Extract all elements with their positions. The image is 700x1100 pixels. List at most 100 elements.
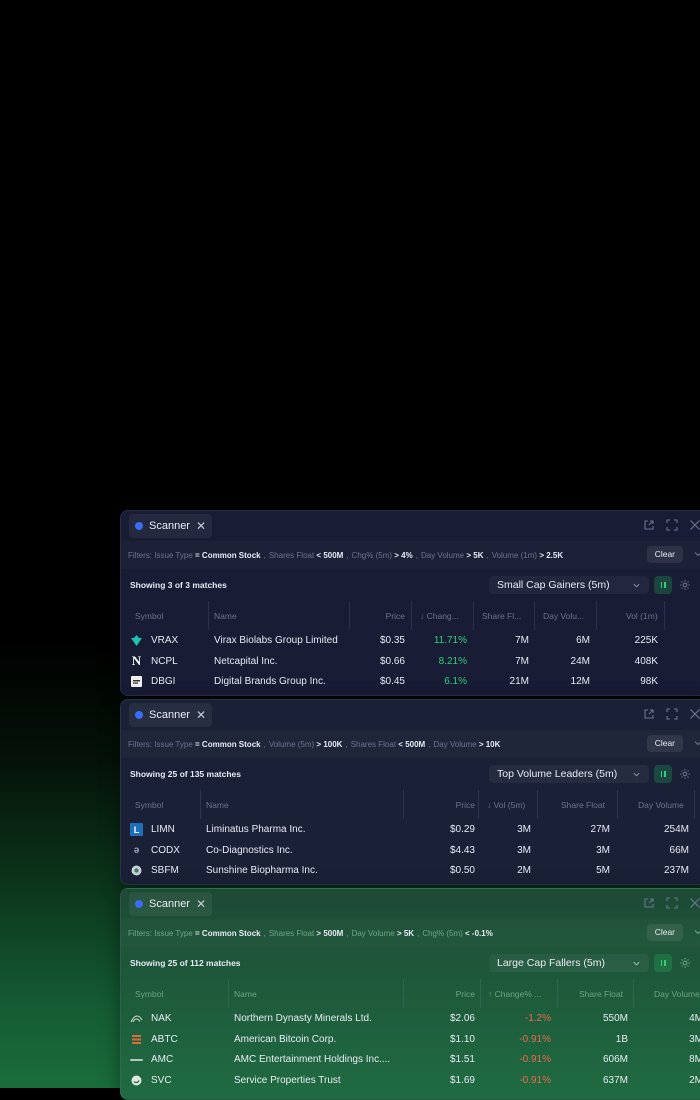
name-cell: AMC Entertainment Holdings Inc....: [234, 1054, 391, 1065]
table-row[interactable]: NAK Northern Dynasty Minerals Ltd. $2.06…: [121, 1008, 700, 1029]
filter-item[interactable]: Shares Float > 500M: [269, 929, 344, 938]
column-header[interactable]: ↑ Change% ...: [488, 989, 542, 999]
match-count: Showing 25 of 135 matches: [130, 769, 242, 779]
clear-button[interactable]: Clear: [646, 735, 683, 752]
column-header[interactable]: ↓ Chang...: [420, 611, 459, 621]
tab-scanner[interactable]: Scanner ✕: [129, 703, 213, 727]
tab-scanner[interactable]: Scanner ✕: [129, 514, 213, 538]
popout-icon[interactable]: [643, 519, 655, 531]
close-tab-icon[interactable]: ✕: [195, 897, 207, 911]
filter-item[interactable]: Day Volume > 5K: [352, 929, 415, 938]
column-header[interactable]: Vol (1m): [626, 611, 658, 621]
float-cell: 5M: [596, 865, 610, 876]
filter-text: Filters: Issue Type = Common Stock, Volum…: [128, 739, 501, 749]
price-cell: $1.10: [449, 1033, 475, 1045]
filter-item[interactable]: Issue Type = Common Stock: [154, 740, 260, 749]
filter-item[interactable]: Shares Float < 500M: [269, 551, 344, 560]
preset-select[interactable]: Small Cap Gainers (5m): [489, 576, 649, 594]
close-tab-icon[interactable]: ✕: [195, 519, 207, 533]
column-header[interactable]: Day Volume: [638, 800, 684, 810]
scanner-panel-top-volume-leaders: Scanner ✕ Filters: Issue Type = Common S…: [120, 699, 700, 885]
column-header[interactable]: Name: [214, 611, 237, 621]
column-header[interactable]: Share Float: [561, 800, 605, 810]
fullscreen-icon[interactable]: [666, 897, 678, 909]
match-bar: Showing 25 of 112 matches Large Cap Fall…: [121, 947, 700, 979]
pause-button[interactable]: [654, 576, 672, 594]
table-row[interactable]: ABTC American Bitcoin Corp. $1.10 -0.91%…: [121, 1029, 700, 1050]
filter-item[interactable]: Day Volume > 5K: [421, 551, 484, 560]
close-icon[interactable]: [689, 519, 700, 531]
column-header[interactable]: Price: [455, 800, 475, 810]
virax-logo-icon: [130, 634, 143, 647]
popout-icon[interactable]: [643, 708, 655, 720]
clear-button[interactable]: Clear: [646, 924, 683, 941]
column-header[interactable]: Symbol: [135, 989, 164, 999]
column-header[interactable]: Price: [455, 989, 475, 999]
filter-item[interactable]: Volume (5m) > 100K: [269, 740, 343, 749]
table-row[interactable]: AMC AMC Entertainment Holdings Inc.... $…: [121, 1049, 700, 1070]
vol5m-cell: 2M: [517, 865, 531, 876]
chevron-down-icon: [633, 583, 640, 588]
filter-item[interactable]: Issue Type = Common Stock: [154, 929, 260, 938]
table-row[interactable]: L LIMN Liminatus Pharma Inc. $0.29 3M 27…: [121, 819, 700, 840]
preset-select[interactable]: Large Cap Fallers (5m): [489, 954, 649, 972]
column-header[interactable]: Day Volume: [654, 989, 700, 999]
fullscreen-icon[interactable]: [666, 708, 678, 720]
gear-icon[interactable]: [679, 768, 691, 780]
filter-item[interactable]: Chg% (5m) > 4%: [352, 551, 413, 560]
filter-operator: =: [195, 928, 200, 938]
filter-item[interactable]: Chg% (5m) < -0.1%: [422, 929, 493, 938]
filter-item[interactable]: Issue Type = Common Stock: [154, 551, 260, 560]
gear-icon[interactable]: [679, 957, 691, 969]
column-header[interactable]: Symbol: [135, 800, 164, 810]
popout-icon[interactable]: [643, 897, 655, 909]
filter-name: Chg% (5m): [422, 928, 463, 938]
change-cell: 6.1%: [444, 676, 467, 687]
column-header[interactable]: Name: [234, 989, 257, 999]
filter-prefix: Filters:: [128, 739, 152, 749]
column-header[interactable]: Name: [206, 800, 229, 810]
close-icon[interactable]: [689, 897, 700, 909]
filter-name: Shares Float: [268, 928, 315, 938]
pause-button[interactable]: [654, 954, 672, 972]
filter-item[interactable]: Volume (1m) > 2.5K: [492, 551, 563, 560]
column-header[interactable]: Price: [385, 611, 405, 621]
co-diagnostics-logo-icon: ə: [133, 844, 140, 856]
chevron-down-icon[interactable]: [693, 738, 700, 748]
clear-button[interactable]: Clear: [646, 546, 683, 563]
panel-tabbar: Scanner ✕: [121, 700, 700, 730]
window-controls: [643, 519, 700, 531]
gear-icon[interactable]: [679, 579, 691, 591]
float-cell: 3M: [596, 844, 610, 856]
filter-item[interactable]: Shares Float < 500M: [351, 740, 426, 749]
fullscreen-icon[interactable]: [666, 519, 678, 531]
day-volume-cell: 237M: [663, 865, 689, 876]
filter-value: 4%: [401, 550, 413, 560]
filter-name: Day Volume: [433, 739, 477, 749]
vol1m-cell: 98K: [640, 676, 658, 687]
pause-button[interactable]: [654, 765, 672, 783]
column-header[interactable]: Symbol: [135, 611, 164, 621]
table-row[interactable]: SVC Service Properties Trust $1.69 -0.91…: [121, 1070, 700, 1091]
filter-item[interactable]: Day Volume > 10K: [433, 740, 500, 749]
close-icon[interactable]: [689, 708, 700, 720]
column-header[interactable]: ↓ Vol (5m): [487, 800, 526, 810]
table-row[interactable]: SBFM Sunshine Biopharma Inc. $0.50 2M 5M…: [121, 860, 700, 881]
float-cell: 21M: [509, 676, 529, 687]
chevron-down-icon[interactable]: [693, 927, 700, 937]
table-row[interactable]: ə CODX Co-Diagnostics Inc. $4.43 3M 3M 6…: [121, 840, 700, 861]
change-cell: 11.71%: [433, 635, 467, 646]
chevron-down-icon[interactable]: [693, 549, 700, 559]
table-row[interactable]: DBGI Digital Brands Group Inc. $0.45 6.1…: [121, 671, 700, 692]
preset-select[interactable]: Top Volume Leaders (5m): [489, 765, 649, 783]
column-header[interactable]: Share Fl...: [482, 611, 522, 621]
symbol-cell: LIMN: [151, 824, 175, 835]
table-row[interactable]: VRAX Virax Biolabs Group Limited $0.35 1…: [121, 630, 700, 651]
close-tab-icon[interactable]: ✕: [195, 708, 207, 722]
column-header[interactable]: Day Volu...: [543, 611, 585, 621]
table-row[interactable]: N NCPL Netcapital Inc. $0.66 8.21% 7M 24…: [121, 651, 700, 672]
name-cell: American Bitcoin Corp.: [234, 1033, 337, 1045]
change-cell: -1.2%: [524, 1013, 551, 1024]
tab-scanner[interactable]: Scanner ✕: [129, 892, 213, 916]
column-header[interactable]: Share Float: [579, 989, 623, 999]
